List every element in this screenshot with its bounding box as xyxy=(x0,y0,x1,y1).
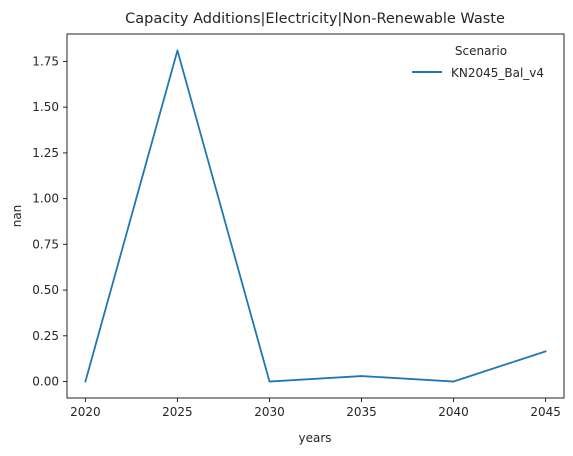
y-tick-label: 1.50 xyxy=(32,100,59,114)
x-axis-ticks: 2020 2025 2030 2035 2040 2045 xyxy=(70,398,561,419)
y-tick-label: 0.50 xyxy=(32,283,59,297)
x-axis-label: years xyxy=(298,431,331,445)
x-tick-label: 2040 xyxy=(438,405,469,419)
legend-label-kn2045-bal-v4: KN2045_Bal_v4 xyxy=(451,66,544,80)
y-tick-label: 0.25 xyxy=(32,329,59,343)
y-tick-label: 0.75 xyxy=(32,237,59,251)
x-tick-label: 2045 xyxy=(530,405,561,419)
x-tick-label: 2025 xyxy=(162,405,193,419)
legend-title: Scenario xyxy=(455,44,507,58)
x-tick-label: 2020 xyxy=(70,405,101,419)
x-tick-label: 2035 xyxy=(346,405,377,419)
y-tick-label: 1.00 xyxy=(32,192,59,206)
y-tick-label: 1.25 xyxy=(32,146,59,160)
series-line-kn2045-bal-v4 xyxy=(84,49,547,383)
y-tick-label: 0.00 xyxy=(32,375,59,389)
plot-area xyxy=(66,33,565,399)
y-axis-ticks: 0.00 0.25 0.50 0.75 1.00 1.25 1.50 1.75 xyxy=(32,54,67,389)
y-axis-label: nan xyxy=(10,205,24,228)
x-tick-label: 2030 xyxy=(254,405,285,419)
series-layer xyxy=(84,49,547,383)
y-tick-label: 1.75 xyxy=(32,54,59,68)
chart-title: Capacity Additions|Electricity|Non-Renew… xyxy=(125,11,505,27)
legend: Scenario KN2045_Bal_v4 xyxy=(412,44,544,80)
